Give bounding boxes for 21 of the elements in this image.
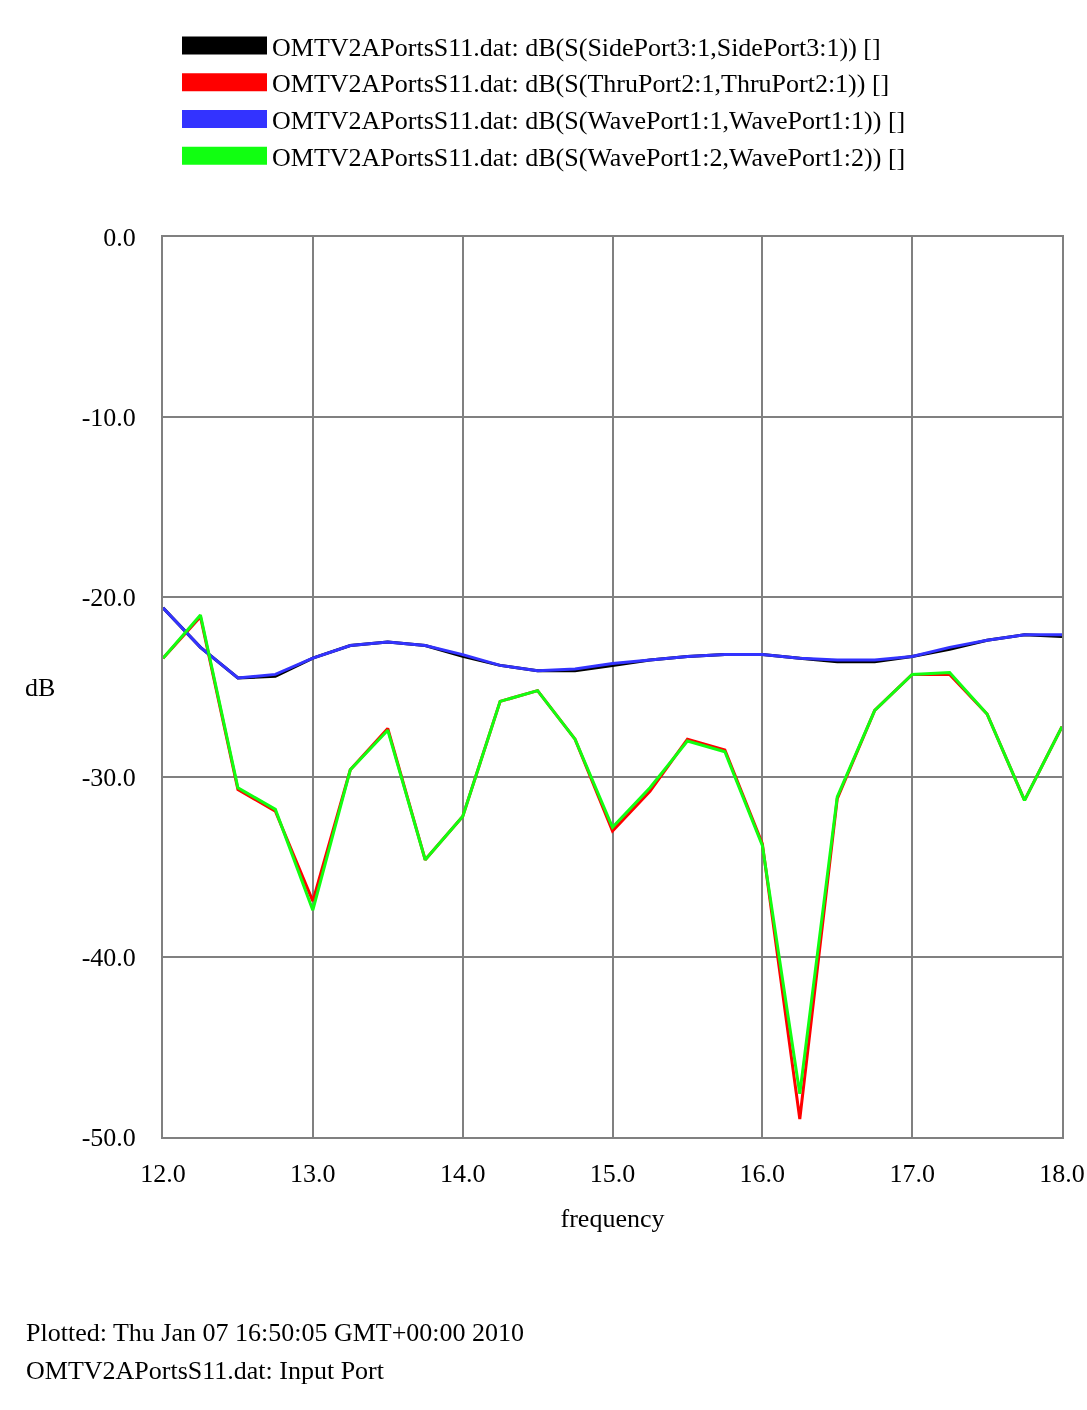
legend-label: OMTV2APortsS11.dat: dB(S(SidePort3:1,SidePort3:1)) [] xyxy=(272,32,881,62)
x-tick-label: 14.0 xyxy=(439,1159,486,1189)
legend-label: OMTV2APortsS11.dat: dB(S(ThruPort2:1,ThruPort2:1)) [] xyxy=(272,69,890,99)
x-axis-title: frequency xyxy=(560,1204,665,1234)
text: OMTV2APortsS11.dat: Input Port xyxy=(26,1356,385,1385)
y-tick-label: -30.0 xyxy=(81,763,136,793)
y-tick-label: -40.0 xyxy=(81,943,136,973)
y-tick-label: -20.0 xyxy=(81,583,136,613)
y-axis-title: dB xyxy=(25,673,56,702)
x-tick-label: 13.0 xyxy=(290,1159,336,1189)
x-tick-label: 17.0 xyxy=(889,1159,935,1189)
legend-label: OMTV2APortsS11.dat: dB(S(WavePort1:1,WavePort1:1)) [] xyxy=(272,106,906,136)
y-tick-label: -10.0 xyxy=(81,403,136,433)
text: Plotted: Thu Jan 07 16:50:05 GMT+00:00 2010 xyxy=(26,1318,525,1347)
legend-label: OMTV2APortsS11.dat: dB(S(WavePort1:2,WavePort1:2)) [] xyxy=(272,142,906,172)
x-tick-label: 16.0 xyxy=(739,1159,786,1189)
x-tick-label: 12.0 xyxy=(140,1159,186,1189)
x-tick-label: 15.0 xyxy=(589,1159,636,1189)
y-tick-label: 0.0 xyxy=(103,223,136,253)
y-tick-label: -50.0 xyxy=(81,1123,136,1153)
x-tick-label: 18.0 xyxy=(1039,1159,1085,1189)
